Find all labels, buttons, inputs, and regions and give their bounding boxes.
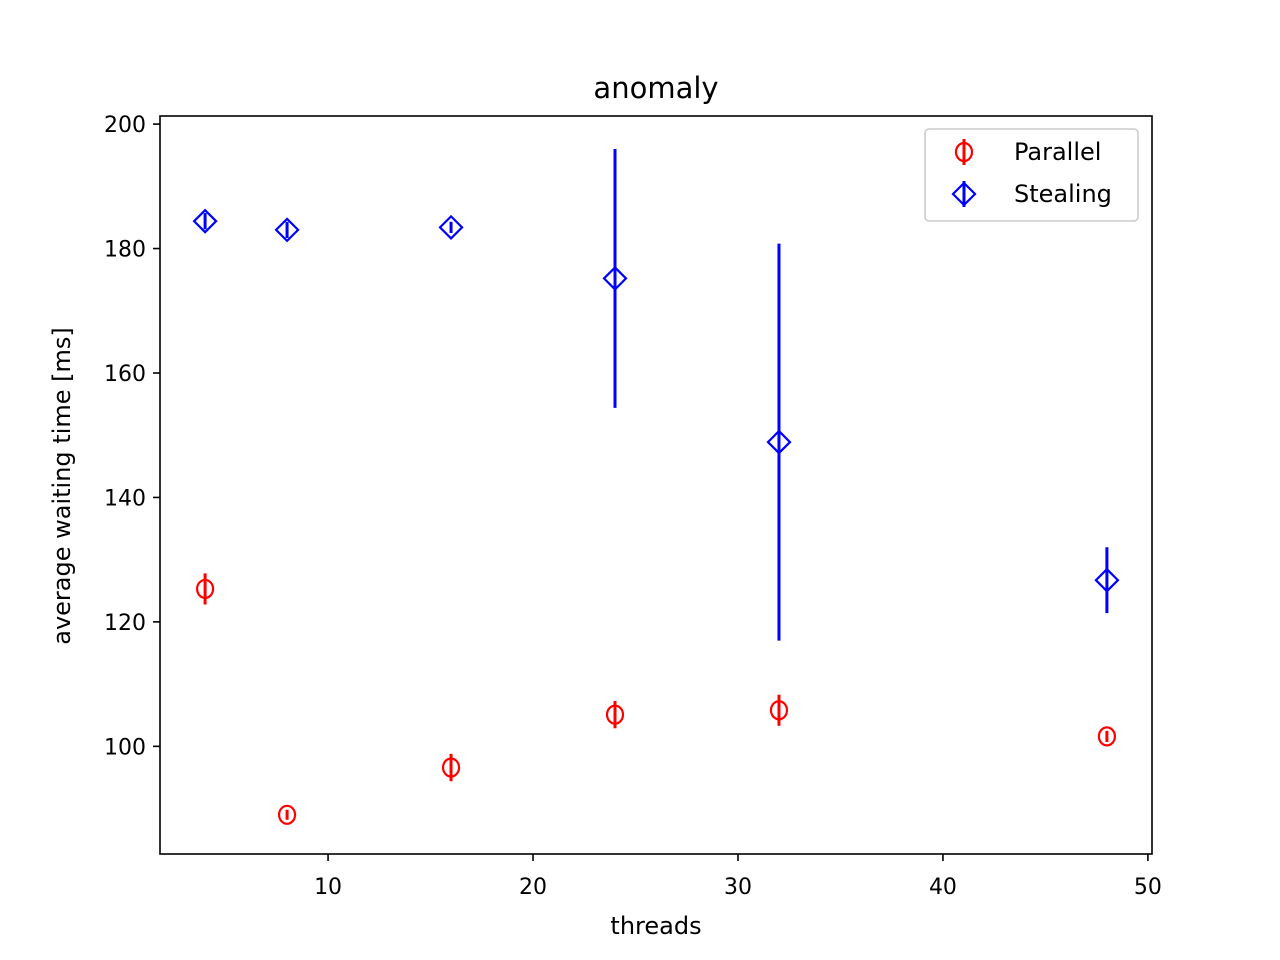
x-tick-label: 30 <box>724 875 752 900</box>
data-layer <box>192 148 1120 825</box>
legend-box <box>924 128 1139 222</box>
x-axis: 10 20 30 40 50 <box>314 854 1162 900</box>
x-axis-label: threads <box>610 912 701 940</box>
parallel-point <box>769 700 789 721</box>
parallel-point <box>1097 726 1117 747</box>
chart-title: anomaly <box>593 71 718 105</box>
legend-parallel-label: Parallel <box>1014 138 1101 166</box>
x-tick-label: 10 <box>314 875 342 900</box>
stealing-point <box>192 208 218 234</box>
parallel-point <box>277 804 297 825</box>
legend-stealing-marker <box>951 181 977 207</box>
x-tick-label: 40 <box>929 875 957 900</box>
y-tick-label: 100 <box>104 735 146 760</box>
y-axis-label: average waiting time [ms] <box>48 327 76 645</box>
y-tick-label: 140 <box>104 486 146 511</box>
parallel-point <box>605 704 625 725</box>
stealing-point <box>766 429 792 455</box>
y-axis: 100 120 140 160 180 200 <box>104 113 160 760</box>
stealing-point <box>1094 567 1120 593</box>
parallel-point <box>195 578 215 600</box>
y-tick-label: 120 <box>104 611 146 636</box>
y-tick-label: 160 <box>104 362 146 387</box>
legend-parallel-marker <box>954 141 974 163</box>
legend: Parallel Stealing <box>924 128 1139 222</box>
y-tick-label: 180 <box>104 238 146 263</box>
stealing-point <box>438 214 464 240</box>
stealing-point <box>602 265 628 291</box>
stealing-point <box>274 217 300 243</box>
y-tick-label: 200 <box>104 113 146 138</box>
parallel-point <box>441 757 461 778</box>
plot-frame <box>159 115 1153 855</box>
x-tick-label: 50 <box>1134 875 1162 900</box>
x-tick-label: 20 <box>519 875 547 900</box>
legend-stealing-label: Stealing <box>1014 180 1112 208</box>
